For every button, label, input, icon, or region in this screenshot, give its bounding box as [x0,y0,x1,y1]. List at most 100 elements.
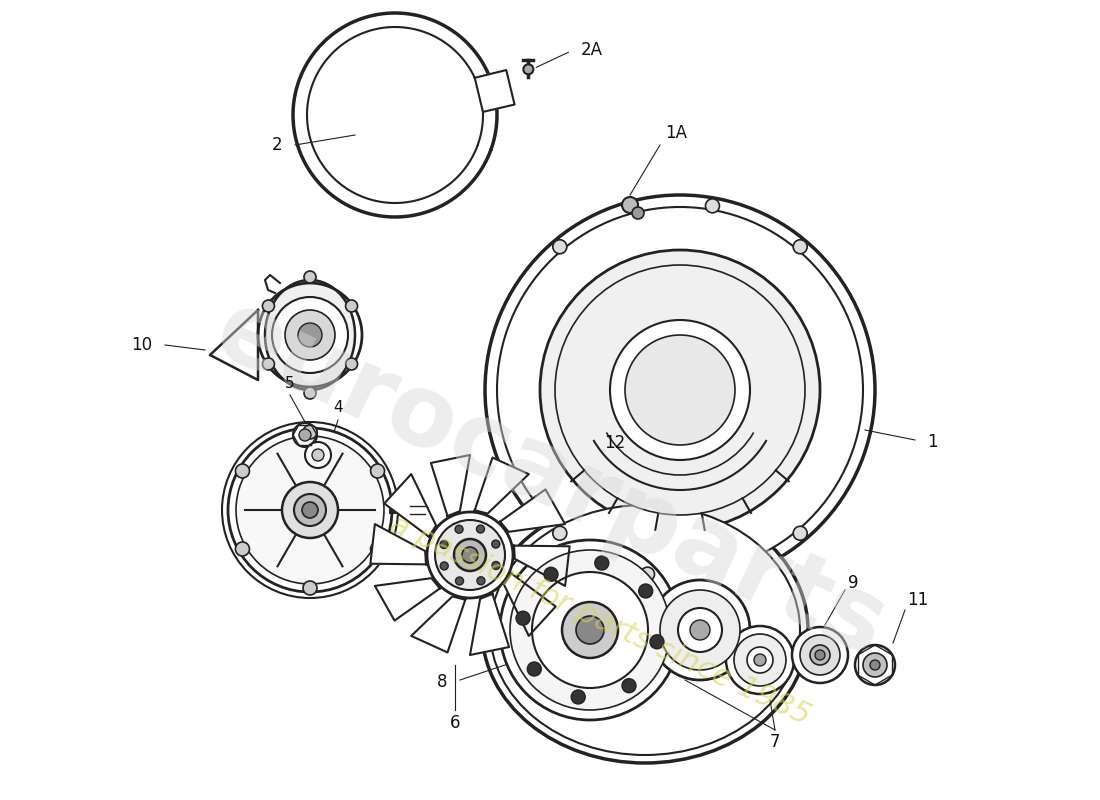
Circle shape [293,423,317,447]
Circle shape [793,240,807,254]
Circle shape [304,387,316,399]
Circle shape [690,620,710,640]
Polygon shape [475,70,515,112]
Polygon shape [514,546,570,586]
Circle shape [263,358,274,370]
Circle shape [870,660,880,670]
Polygon shape [475,458,529,514]
Text: 5: 5 [285,375,295,390]
Circle shape [371,464,385,478]
Circle shape [263,300,274,312]
Circle shape [371,542,385,556]
Circle shape [454,539,486,571]
Circle shape [510,550,670,710]
Circle shape [302,425,317,439]
Text: 2A: 2A [581,42,603,59]
Circle shape [792,627,848,683]
Circle shape [455,577,463,585]
Circle shape [810,645,830,665]
Circle shape [228,428,392,592]
Circle shape [282,482,338,538]
Text: eurocarparts: eurocarparts [199,282,901,678]
Circle shape [345,358,358,370]
Circle shape [440,562,448,570]
Circle shape [726,626,794,694]
Polygon shape [375,578,440,621]
Text: 8: 8 [437,673,447,691]
Circle shape [492,562,500,570]
Circle shape [754,654,766,666]
Circle shape [485,195,874,585]
Circle shape [302,581,317,595]
Circle shape [625,335,735,445]
Circle shape [595,556,608,570]
Text: a passion for parts since 1985: a passion for parts since 1985 [385,510,815,730]
Circle shape [705,199,719,213]
Circle shape [640,567,654,581]
Text: 4: 4 [333,401,343,415]
Circle shape [800,635,840,675]
Circle shape [476,525,484,533]
Circle shape [492,540,499,548]
Circle shape [477,577,485,585]
Text: 6: 6 [450,714,460,732]
Circle shape [455,526,463,534]
Circle shape [610,320,750,460]
Circle shape [440,541,448,549]
Circle shape [553,526,566,540]
Text: 2: 2 [272,136,282,154]
Circle shape [544,567,558,582]
Text: 11: 11 [908,591,928,609]
Polygon shape [384,474,436,537]
Text: 12: 12 [604,434,626,452]
Circle shape [532,572,648,688]
Polygon shape [470,594,509,655]
Ellipse shape [490,505,800,755]
Circle shape [302,502,318,518]
Circle shape [815,650,825,660]
Polygon shape [504,574,556,636]
Circle shape [562,602,618,658]
Circle shape [864,653,887,677]
Circle shape [678,608,722,652]
Circle shape [298,323,322,347]
Circle shape [500,540,680,720]
Circle shape [621,197,638,213]
Circle shape [576,616,604,644]
Text: 1A: 1A [666,124,688,142]
Ellipse shape [265,280,355,390]
Circle shape [236,436,384,584]
Circle shape [497,207,864,573]
Circle shape [516,611,530,625]
Circle shape [571,690,585,704]
Circle shape [312,449,324,461]
Circle shape [294,494,326,526]
Circle shape [272,297,348,373]
Circle shape [747,647,773,673]
Circle shape [345,300,358,312]
Ellipse shape [482,497,808,763]
Circle shape [462,547,478,563]
Circle shape [524,64,534,74]
Circle shape [235,542,250,556]
Circle shape [434,520,505,590]
Polygon shape [371,524,426,564]
Circle shape [553,240,566,254]
Circle shape [527,662,541,676]
Text: 10: 10 [131,336,152,354]
Circle shape [556,265,805,515]
Text: 7: 7 [770,733,780,751]
Text: 9: 9 [848,574,858,592]
Circle shape [299,429,311,441]
Polygon shape [431,455,470,516]
Circle shape [305,442,331,468]
Circle shape [793,526,807,540]
Circle shape [427,512,513,598]
Polygon shape [500,490,565,532]
Circle shape [639,584,652,598]
Polygon shape [210,310,258,380]
Circle shape [660,590,740,670]
Text: 1: 1 [927,433,937,451]
Polygon shape [411,597,465,653]
Circle shape [304,271,316,283]
